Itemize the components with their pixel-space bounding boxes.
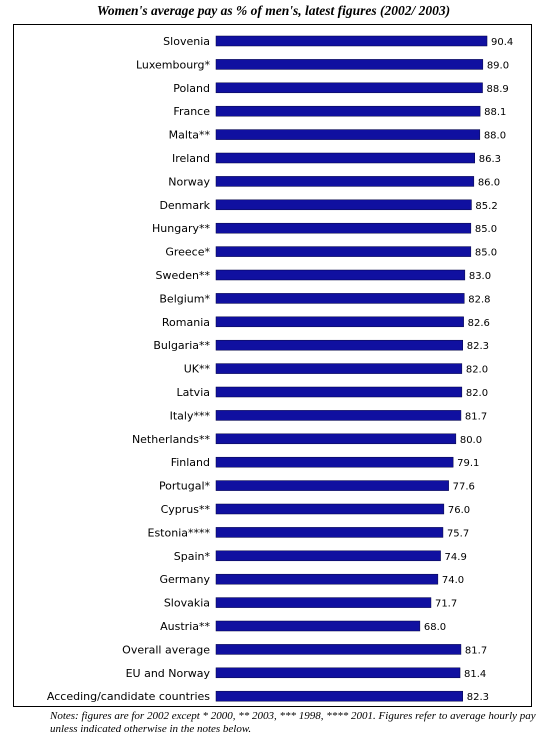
value-label: 75.7 [447, 528, 469, 539]
value-label: 88.0 [484, 131, 506, 142]
bar [215, 410, 462, 421]
value-label: 82.0 [466, 388, 488, 399]
bar [215, 667, 461, 679]
bar [215, 620, 421, 632]
category-label: France [173, 105, 210, 118]
category-label: Malta** [169, 129, 211, 142]
category-label: Spain* [174, 550, 211, 563]
category-label: Cyprus** [161, 503, 211, 516]
value-label: 85.2 [475, 201, 497, 212]
category-label: EU and Norway [126, 667, 211, 680]
value-label: 81.7 [465, 411, 487, 422]
value-label: 83.0 [469, 271, 491, 282]
value-label: 74.9 [445, 552, 467, 563]
category-label: Germany [159, 573, 210, 586]
category-label: Slovakia [164, 597, 210, 610]
value-label: 82.8 [468, 294, 490, 305]
value-label: 89.0 [487, 60, 509, 71]
value-label: 68.0 [424, 622, 446, 633]
bar [215, 152, 475, 164]
bar [215, 129, 481, 140]
category-label: Estonia**** [148, 526, 211, 539]
category-label: Denmark [159, 199, 210, 212]
bar [215, 293, 465, 304]
bar [215, 527, 444, 538]
bar [215, 386, 463, 398]
category-label: Sweden** [156, 269, 211, 282]
category-label: Greece* [165, 246, 210, 259]
category-label: Acceding/candidate countries [47, 690, 210, 703]
bar [215, 690, 463, 702]
value-label: 74.0 [442, 575, 464, 586]
bar [215, 246, 472, 257]
bar [215, 550, 441, 562]
category-label: Finland [171, 456, 210, 469]
value-label: 86.3 [479, 154, 501, 165]
bar [215, 573, 439, 585]
category-label: Ireland [172, 152, 210, 165]
value-label: 77.6 [453, 482, 475, 493]
chart-notes: Notes: figures are for 2002 except * 200… [50, 710, 536, 735]
category-label: Luxembourg* [136, 58, 211, 71]
value-label: 81.4 [464, 669, 486, 680]
value-label: 81.7 [465, 645, 487, 656]
value-label: 80.0 [460, 435, 482, 446]
bar [215, 597, 432, 608]
bar [215, 456, 454, 468]
chart-frame: Slovenia 90.4 Luxembourg* 89.0 Poland 88.9 Fra… [13, 24, 532, 707]
value-label: 88.1 [484, 107, 506, 118]
bar [215, 59, 484, 70]
category-label: Norway [168, 175, 210, 188]
bar [215, 82, 483, 94]
bar [215, 105, 481, 117]
bar [215, 503, 445, 515]
category-label: Romania [162, 316, 210, 329]
category-label: UK** [184, 363, 211, 376]
category-label: Netherlands** [132, 433, 211, 446]
value-label: 71.7 [435, 599, 457, 610]
category-label: Latvia [177, 386, 211, 399]
category-label: Austria** [160, 620, 210, 633]
value-label: 86.0 [478, 177, 500, 188]
category-label: Hungary** [152, 222, 210, 235]
bar [215, 222, 472, 234]
value-label: 85.0 [475, 248, 497, 259]
value-label: 90.4 [491, 37, 513, 48]
bar [215, 339, 463, 351]
chart-title: Women's average pay as % of men's, lates… [96, 3, 451, 18]
bar-chart: Slovenia 90.4 Luxembourg* 89.0 Poland 88.9 Fra… [47, 35, 513, 703]
category-label: Bulgaria** [153, 339, 210, 352]
bar [215, 269, 466, 281]
value-label: 82.6 [468, 318, 490, 329]
bar [215, 316, 464, 328]
category-label: Belgium* [159, 292, 210, 305]
category-label: Slovenia [163, 35, 210, 48]
bar [215, 480, 449, 491]
bar [215, 35, 488, 47]
value-label: 79.1 [457, 458, 479, 469]
value-label: 76.0 [448, 505, 470, 516]
category-label: Poland [173, 82, 210, 95]
bar [215, 363, 463, 374]
value-label: 85.0 [475, 224, 497, 235]
value-label: 82.3 [467, 692, 489, 703]
bar [215, 644, 462, 655]
value-label: 88.9 [487, 84, 509, 95]
category-label: Overall average [122, 643, 210, 656]
bar [215, 176, 475, 187]
bar [215, 199, 472, 211]
category-label: Portugal* [159, 480, 211, 493]
category-label: Italy*** [170, 409, 211, 422]
value-label: 82.3 [467, 341, 489, 352]
value-label: 82.0 [466, 365, 488, 376]
bar [215, 433, 457, 445]
